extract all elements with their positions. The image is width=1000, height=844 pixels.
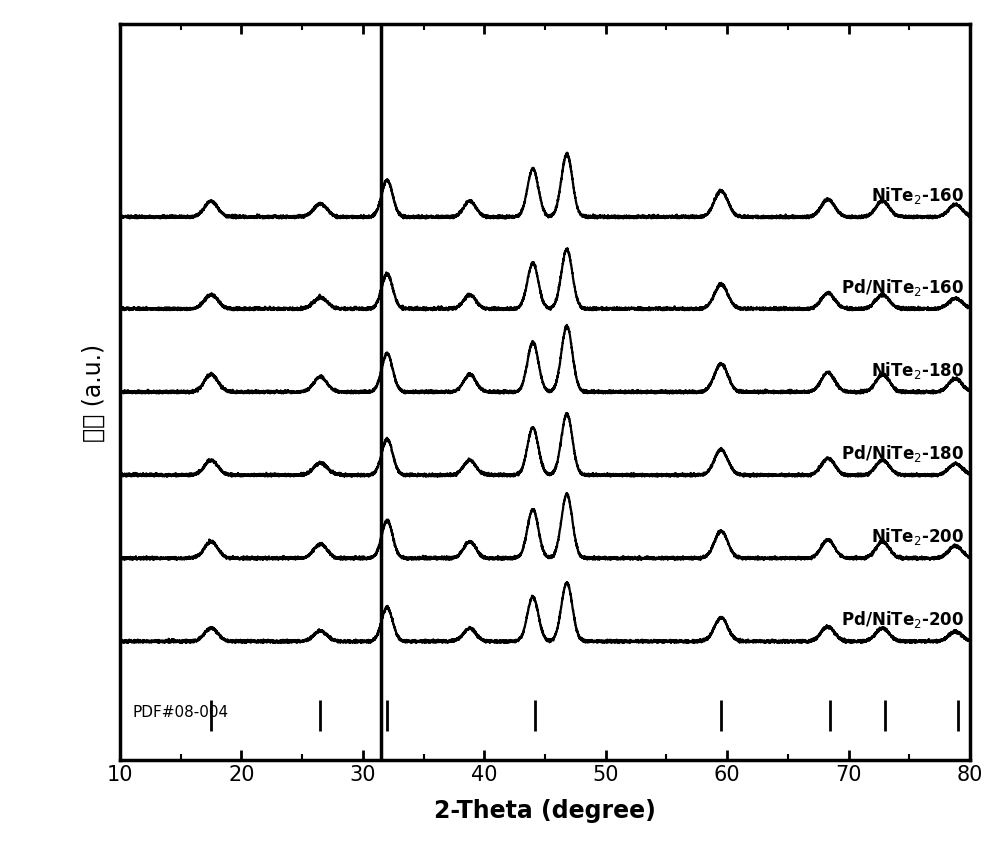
Text: PDF#08-004: PDF#08-004 xyxy=(132,705,228,720)
Text: NiTe$_2$-180: NiTe$_2$-180 xyxy=(871,360,964,380)
Y-axis label: 强度 (a.u.): 强度 (a.u.) xyxy=(82,344,106,441)
Text: Pd/NiTe$_2$-180: Pd/NiTe$_2$-180 xyxy=(841,442,964,463)
Text: Pd/NiTe$_2$-160: Pd/NiTe$_2$-160 xyxy=(841,276,964,297)
Text: Pd/NiTe$_2$-200: Pd/NiTe$_2$-200 xyxy=(841,609,964,630)
X-axis label: 2-Theta (degree): 2-Theta (degree) xyxy=(434,798,656,822)
Text: NiTe$_2$-200: NiTe$_2$-200 xyxy=(871,525,964,546)
Text: NiTe$_2$-160: NiTe$_2$-160 xyxy=(871,185,964,205)
